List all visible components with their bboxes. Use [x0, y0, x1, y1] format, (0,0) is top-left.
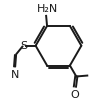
- Text: O: O: [71, 90, 79, 100]
- Text: N: N: [10, 70, 19, 80]
- Text: S: S: [20, 41, 27, 51]
- Text: H₂N: H₂N: [36, 4, 58, 14]
